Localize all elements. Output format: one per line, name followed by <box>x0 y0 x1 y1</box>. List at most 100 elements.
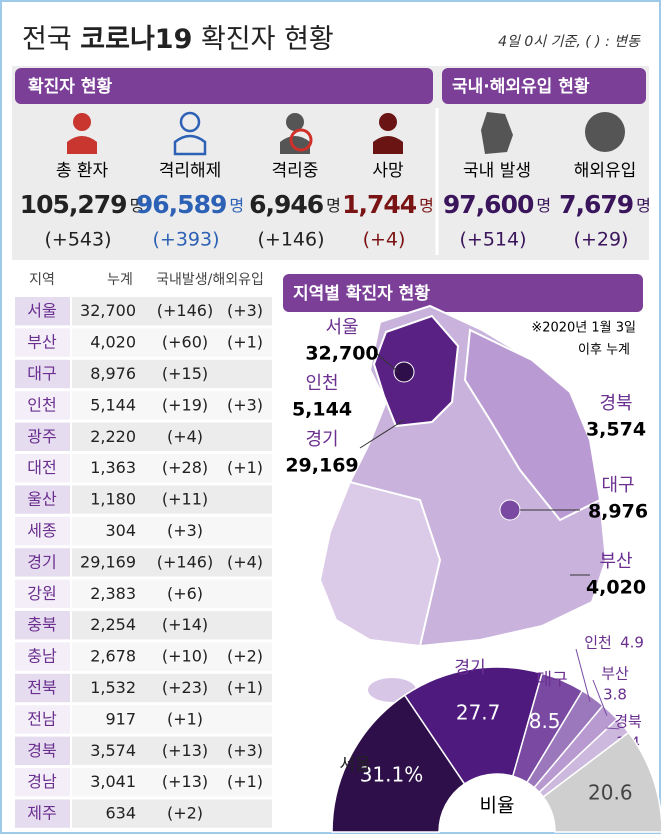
category-label: 인천 <box>584 634 612 652</box>
stat-label: 국내 발생 <box>463 161 531 181</box>
row-bg <box>72 768 272 797</box>
table-header: 국내발생/해외유입 <box>156 272 264 288</box>
table-cell: 32,700 <box>80 301 136 320</box>
table-cell: (+60) <box>162 333 208 352</box>
stat-unit: 명 <box>130 196 145 215</box>
stat-change: (+4) <box>363 229 406 251</box>
value-label: 8.5 <box>529 709 561 733</box>
region-name: 경남 <box>27 772 57 791</box>
pie-slice <box>403 666 543 785</box>
table-cell: (+14) <box>162 615 208 634</box>
table-cell: (+28) <box>162 458 208 477</box>
category-label: 경기 <box>454 658 485 678</box>
stat-unit: 명 <box>229 196 244 215</box>
row-label-bg <box>15 359 70 389</box>
table-cell: (+146) <box>157 552 213 571</box>
map-region <box>318 480 442 648</box>
map-note: ※2020년 1월 3일 <box>531 321 636 336</box>
row-label-bg <box>15 422 70 451</box>
pie-slice <box>542 731 661 833</box>
table-header: 누계 <box>107 272 133 288</box>
stat-label: 해외유입 <box>574 161 637 181</box>
title: 전국 코로나19 확진자 현황 <box>22 24 334 55</box>
icon <box>73 113 91 131</box>
row-label-bg <box>15 611 70 640</box>
table-cell: (+4) <box>227 552 263 571</box>
pie-slice <box>331 694 466 833</box>
table-cell: (+23) <box>162 678 208 697</box>
table-cell: (+3) <box>167 521 203 540</box>
stat-unit: 명 <box>326 196 341 215</box>
stat-change: (+514) <box>459 229 526 251</box>
table-cell: 5,144 <box>90 395 136 414</box>
title-bold: 코로나19 <box>80 24 192 55</box>
table-cell: (+2) <box>167 804 203 823</box>
table-cell: 1,363 <box>90 458 136 477</box>
region-name: 경기 <box>27 552 56 571</box>
note: 4일 0시 기준, ( ) : 변동 <box>498 34 641 50</box>
table-cell: 3,041 <box>90 772 136 791</box>
leader-line <box>575 648 591 702</box>
map-label-name: 경기 <box>305 429 338 450</box>
icon <box>373 136 403 154</box>
stat-label: 격리중 <box>272 161 319 181</box>
row-label-bg <box>15 642 70 671</box>
table-cell: 917 <box>105 709 136 728</box>
stat-number: 105,279 <box>20 190 127 219</box>
region-name: 서울 <box>27 301 56 320</box>
map-label-value: 29,169 <box>285 455 358 477</box>
table-cell: (+13) <box>162 772 208 791</box>
icon <box>481 112 513 154</box>
row-bg <box>72 579 272 608</box>
stat-value: 97,600 명 <box>443 190 551 219</box>
row-label-bg <box>15 485 70 514</box>
map <box>318 304 608 702</box>
icon <box>67 136 97 154</box>
stat-label: 사망 <box>372 161 404 181</box>
summary-header <box>15 68 433 104</box>
stat-value: 7,679 명 <box>559 190 651 219</box>
table-cell: 29,169 <box>80 552 136 571</box>
stat-label: 총 환자 <box>56 161 109 181</box>
row-bg <box>72 359 272 389</box>
row-bg <box>72 454 272 483</box>
table-cell: (+1) <box>227 333 263 352</box>
title-prefix: 전국 <box>22 24 72 55</box>
row-label-bg <box>15 297 70 326</box>
region-name: 경북 <box>27 741 56 760</box>
row-bg <box>72 736 272 765</box>
stat-change: (+543) <box>44 229 111 251</box>
region-name: 세종 <box>27 521 56 540</box>
icon <box>179 111 201 133</box>
table-cell: (+3) <box>227 395 263 414</box>
table-cell: (+1) <box>167 709 203 728</box>
origin-title: 국내·해외유입 현황 <box>452 77 590 97</box>
region-name: 전남 <box>27 709 57 728</box>
stat-value: 6,946 명 <box>249 190 341 219</box>
table-cell: 1,180 <box>90 490 136 509</box>
row-label-bg <box>15 454 70 483</box>
value-label: 4.9 <box>620 634 644 652</box>
row-label-bg <box>15 673 70 703</box>
icon <box>585 112 625 152</box>
stat-number: 1,744 <box>342 190 417 219</box>
row-bg <box>72 799 272 828</box>
stat-unit: 명 <box>536 196 551 215</box>
row-bg <box>72 705 272 734</box>
row-bg <box>72 422 272 451</box>
table-cell: (+3) <box>227 301 263 320</box>
icon <box>289 128 313 152</box>
row-label-bg <box>15 799 70 828</box>
table-cell: (+2) <box>227 647 263 666</box>
category-label: 서울 <box>339 755 370 775</box>
summary-title: 확진자 현황 <box>28 77 112 97</box>
region-name: 강원 <box>27 584 56 603</box>
stat-value: 96,589 명 <box>136 190 244 219</box>
map-label-name: 경북 <box>599 393 632 414</box>
map-header <box>283 274 643 312</box>
icon <box>379 113 397 131</box>
table-cell: 3,574 <box>90 741 136 760</box>
map-gyeonggi <box>372 314 460 428</box>
region-name: 충남 <box>27 647 57 666</box>
chart-title: 비율 <box>480 795 515 817</box>
